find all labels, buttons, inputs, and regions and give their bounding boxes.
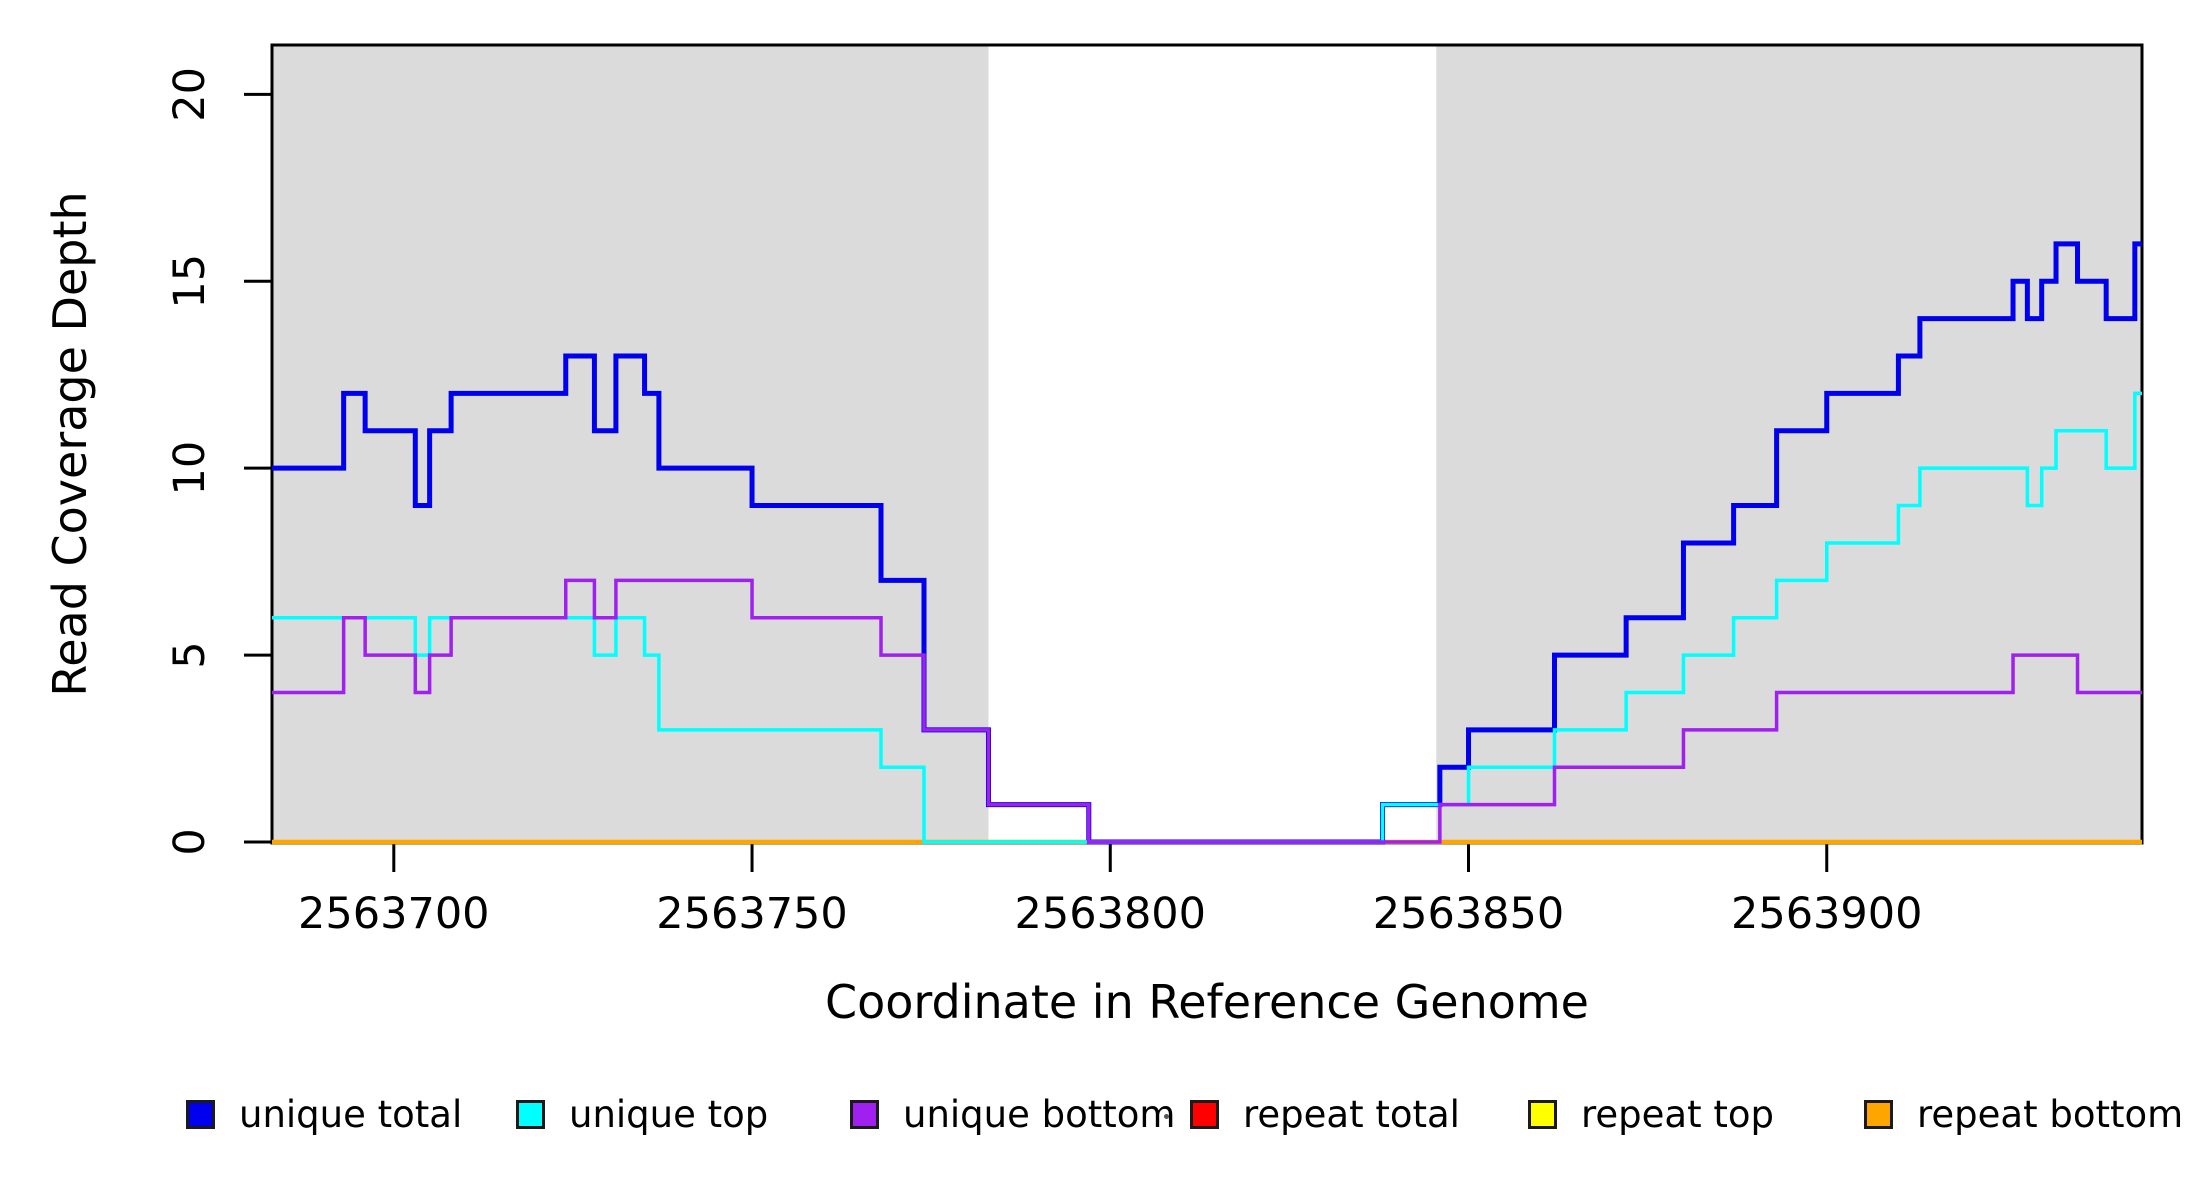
series-unique-total xyxy=(272,241,2142,845)
x-axis-title: Coordinate in Reference Genome xyxy=(825,975,1589,1029)
shaded-region xyxy=(272,45,989,843)
y-tick-label: 10 xyxy=(165,441,215,496)
series-unique-top xyxy=(272,391,2142,844)
y-axis-title: Read Coverage Depth xyxy=(43,191,97,697)
shaded-region xyxy=(1436,45,2142,843)
x-tick-label: 2563850 xyxy=(1373,889,1565,939)
series-unique-bottom xyxy=(272,578,2142,844)
y-tick-label: 5 xyxy=(165,641,215,668)
y-tick-label: 0 xyxy=(165,828,215,855)
x-tick-label: 2563750 xyxy=(656,889,848,939)
x-tick-label: 2563900 xyxy=(1731,889,1923,939)
x-tick-label: 2563700 xyxy=(298,889,490,939)
x-tick-label: 2563800 xyxy=(1015,889,1207,939)
y-tick-label: 20 xyxy=(165,67,215,122)
y-tick-label: 15 xyxy=(165,254,215,309)
